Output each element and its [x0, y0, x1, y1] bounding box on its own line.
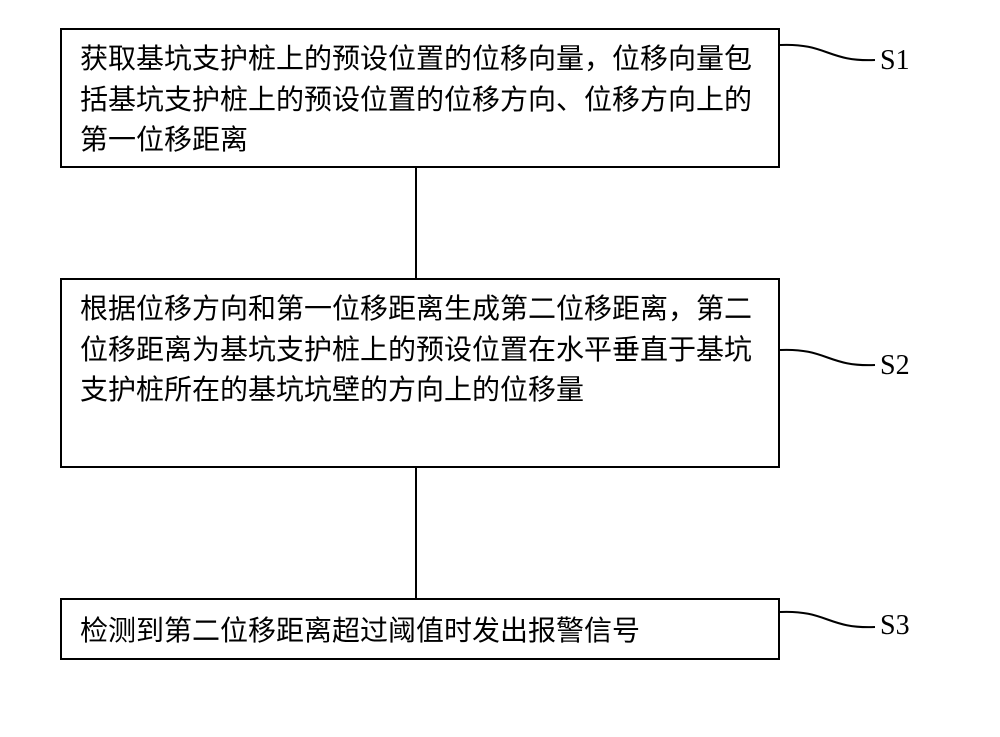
step-box-s3: 检测到第二位移距离超过阈值时发出报警信号: [60, 598, 780, 660]
leader-curve-s1: [780, 41, 879, 64]
step-text-s3: 检测到第二位移距离超过阈值时发出报警信号: [80, 612, 640, 653]
leader-curve-s2: [780, 346, 879, 369]
flowchart-canvas: 获取基坑支护桩上的预设位置的位移向量，位移向量包括基坑支护桩上的预设位置的位移方…: [0, 0, 1000, 737]
step-text-s2: 根据位移方向和第一位移距离生成第二位移距离，第二位移距离为基坑支护桩上的预设位置…: [80, 290, 766, 412]
connector-s2-s3: [415, 468, 417, 598]
connector-s1-s2: [415, 168, 417, 278]
step-label-s3: S3: [880, 610, 910, 642]
step-label-s1: S1: [880, 45, 910, 77]
step-text-s1: 获取基坑支护桩上的预设位置的位移向量，位移向量包括基坑支护桩上的预设位置的位移方…: [80, 40, 766, 162]
step-box-s2: 根据位移方向和第一位移距离生成第二位移距离，第二位移距离为基坑支护桩上的预设位置…: [60, 278, 780, 468]
leader-curve-s3: [780, 608, 879, 631]
step-label-s2: S2: [880, 350, 910, 382]
step-box-s1: 获取基坑支护桩上的预设位置的位移向量，位移向量包括基坑支护桩上的预设位置的位移方…: [60, 28, 780, 168]
